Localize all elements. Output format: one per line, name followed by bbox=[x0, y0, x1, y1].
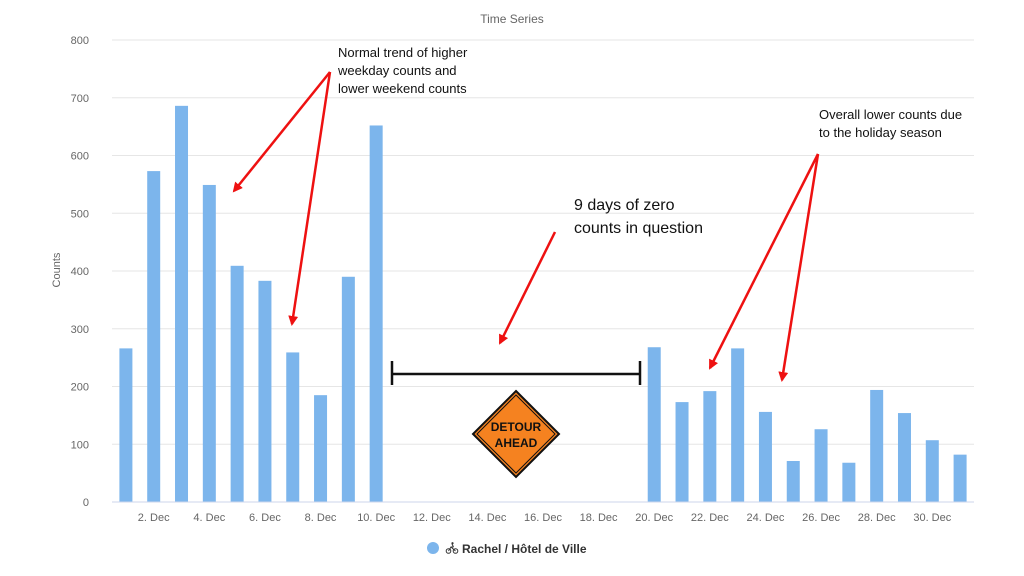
x-axis-ticks: 2. Dec 4. Dec 6. Dec 8. Dec 10. Dec 12. Dec 14… bbox=[138, 512, 952, 524]
bar bbox=[786, 460, 800, 502]
annotation-zero-line-2: counts in question bbox=[574, 220, 703, 237]
detour-sign-border bbox=[476, 394, 556, 474]
annotation-zero-counts: 9 days of zero counts in question bbox=[390, 197, 703, 385]
bar bbox=[647, 347, 661, 502]
bar bbox=[758, 411, 772, 502]
annotation-holiday-season: Overall lower counts due to the holiday … bbox=[708, 107, 962, 382]
y-tick-label: 500 bbox=[71, 208, 89, 220]
grid-lines bbox=[112, 39, 974, 445]
x-tick-label: 12. Dec bbox=[413, 512, 451, 524]
x-tick-label: 22. Dec bbox=[691, 512, 729, 524]
bar bbox=[175, 105, 189, 503]
y-tick-label: 700 bbox=[71, 93, 89, 105]
bar bbox=[703, 391, 717, 502]
bar bbox=[925, 440, 939, 502]
x-tick-label: 8. Dec bbox=[305, 512, 337, 524]
annotation-weekday-line-3: lower weekend counts bbox=[338, 81, 467, 96]
annotation-holiday-line-1: Overall lower counts due bbox=[819, 107, 962, 122]
y-tick-label: 300 bbox=[71, 324, 89, 336]
legend-series-marker[interactable] bbox=[427, 542, 439, 554]
arrow-to-holiday-bar-1 bbox=[708, 153, 820, 370]
bar bbox=[897, 413, 911, 502]
y-tick-label: 400 bbox=[71, 266, 89, 278]
annotation-weekday-trend: Normal trend of higher weekday counts an… bbox=[232, 45, 468, 326]
x-tick-label: 30. Dec bbox=[913, 512, 951, 524]
x-tick-label: 6. Dec bbox=[249, 512, 281, 524]
bar bbox=[870, 389, 884, 502]
legend-series-label[interactable]: Rachel / Hôtel de Ville bbox=[462, 542, 587, 556]
y-tick-label: 100 bbox=[71, 439, 89, 451]
x-tick-label: 4. Dec bbox=[193, 512, 225, 524]
bar bbox=[731, 348, 745, 502]
y-tick-label: 600 bbox=[71, 151, 89, 163]
y-axis-ticks: 0 100 200 300 400 500 600 700 800 bbox=[71, 35, 89, 509]
bar bbox=[147, 171, 161, 502]
x-tick-label: 26. Dec bbox=[802, 512, 840, 524]
bar-series bbox=[119, 105, 967, 503]
y-tick-label: 200 bbox=[71, 382, 89, 394]
x-tick-label: 14. Dec bbox=[468, 512, 506, 524]
arrow-to-weekend-bar bbox=[288, 71, 332, 326]
x-tick-label: 18. Dec bbox=[580, 512, 618, 524]
bar bbox=[230, 265, 244, 502]
legend[interactable]: Rachel / Hôtel de Ville bbox=[427, 542, 587, 556]
bar bbox=[202, 184, 216, 502]
bar bbox=[314, 395, 328, 502]
annotation-weekday-line-2: weekday counts and bbox=[337, 63, 457, 78]
detour-sign-line-2: AHEAD bbox=[495, 436, 538, 450]
annotation-holiday-line-2: to the holiday season bbox=[819, 125, 942, 140]
x-tick-label: 10. Dec bbox=[357, 512, 395, 524]
x-tick-label: 24. Dec bbox=[746, 512, 784, 524]
annotation-zero-line-1: 9 days of zero bbox=[574, 197, 675, 214]
x-tick-label: 20. Dec bbox=[635, 512, 673, 524]
bar bbox=[369, 125, 383, 502]
chart-title: Time Series bbox=[480, 12, 544, 26]
detour-sign-diamond bbox=[471, 389, 561, 479]
y-tick-label: 0 bbox=[83, 497, 89, 509]
annotation-weekday-line-1: Normal trend of higher bbox=[338, 45, 468, 60]
arrow-to-holiday-bar-2 bbox=[778, 153, 820, 382]
x-tick-label: 2. Dec bbox=[138, 512, 170, 524]
bar bbox=[953, 454, 967, 502]
bar bbox=[258, 280, 272, 502]
arrow-to-weekday-bar bbox=[232, 71, 331, 193]
bar bbox=[286, 352, 300, 502]
bar bbox=[675, 402, 689, 502]
bar bbox=[341, 276, 355, 502]
x-tick-label: 28. Dec bbox=[858, 512, 896, 524]
bar bbox=[119, 348, 133, 502]
detour-sign: DETOUR AHEAD bbox=[471, 389, 561, 479]
bar bbox=[842, 462, 856, 502]
bar bbox=[814, 429, 828, 502]
arrow-to-zero-gap bbox=[498, 231, 557, 345]
detour-sign-line-1: DETOUR bbox=[491, 420, 542, 434]
y-axis-label: Counts bbox=[51, 252, 63, 287]
bicycle-icon bbox=[445, 542, 459, 554]
y-tick-label: 800 bbox=[71, 35, 89, 47]
x-tick-label: 16. Dec bbox=[524, 512, 562, 524]
